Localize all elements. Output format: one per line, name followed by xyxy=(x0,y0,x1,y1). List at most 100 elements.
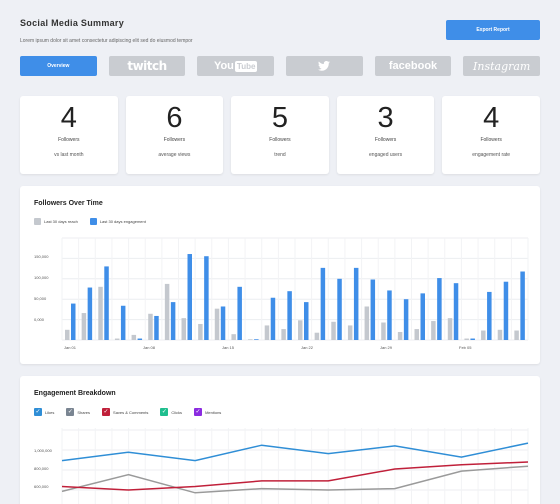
y-tick-label: 50,000 xyxy=(34,296,47,301)
bar[interactable] xyxy=(220,306,226,340)
legend-swatch xyxy=(34,218,41,225)
youtube-logo-text: You xyxy=(213,60,234,72)
legend-item[interactable]: Last 30 days engagement xyxy=(89,218,146,225)
bar[interactable] xyxy=(420,293,426,340)
tab-twitch[interactable]: twitch xyxy=(108,56,186,76)
bar[interactable] xyxy=(287,291,292,340)
line-series[interactable] xyxy=(61,461,529,491)
line-chart-legend: ✓ Likes ✓ Shares ✓ Saves & Comments ✓ Clicks… xyxy=(34,408,221,416)
bar[interactable] xyxy=(114,338,120,340)
stat-card: 6 Followers average views xyxy=(125,96,224,174)
legend-label: Shares xyxy=(77,409,91,415)
legend-label: Last 30 days engagement xyxy=(99,219,146,224)
legend-item[interactable]: ✓ Saves & Comments xyxy=(102,408,148,416)
bar[interactable] xyxy=(497,329,503,340)
bar[interactable] xyxy=(154,315,159,340)
bar[interactable] xyxy=(397,331,403,340)
tab-youtube[interactable]: You Tube xyxy=(197,56,275,76)
bar[interactable] xyxy=(437,278,442,340)
bar[interactable] xyxy=(520,271,525,340)
bar[interactable] xyxy=(387,290,392,340)
tab-facebook[interactable]: facebook xyxy=(374,56,452,76)
tab-twitter[interactable] xyxy=(286,56,363,76)
stat-label: Followers xyxy=(480,137,502,143)
bar[interactable] xyxy=(487,291,492,340)
bar[interactable] xyxy=(298,320,303,340)
x-tick-label: Jan 01 xyxy=(64,345,77,350)
bar[interactable] xyxy=(170,302,176,340)
bar[interactable] xyxy=(470,338,475,340)
y-tick-label: 600,000 xyxy=(34,484,49,489)
stat-sub: engaged users xyxy=(369,152,403,158)
bar[interactable] xyxy=(181,318,187,340)
bar[interactable] xyxy=(370,279,376,340)
bar[interactable] xyxy=(204,256,209,340)
bar[interactable] xyxy=(131,334,137,340)
bar[interactable] xyxy=(164,283,170,340)
bar[interactable] xyxy=(248,339,253,340)
y-tick-label: 1,000,000 xyxy=(34,448,53,453)
bar[interactable] xyxy=(71,303,76,340)
bar[interactable] xyxy=(481,330,486,340)
bar[interactable] xyxy=(98,286,103,340)
x-tick-label: Jan 29 xyxy=(380,345,393,350)
legend-label: Likes xyxy=(45,409,55,415)
bar[interactable] xyxy=(403,299,409,340)
bar[interactable] xyxy=(381,322,386,340)
page-title: Social Media Summary xyxy=(20,18,125,28)
legend-item[interactable]: ✓ Clicks xyxy=(160,408,182,416)
stat-sub: vs last month xyxy=(54,152,84,158)
bar-chart-legend: Last 30 days reach Last 30 days engageme… xyxy=(34,218,146,225)
bar[interactable] xyxy=(453,283,459,340)
bar[interactable] xyxy=(187,254,193,340)
tab-instagram[interactable]: Instagram xyxy=(463,56,541,76)
bar[interactable] xyxy=(237,286,242,340)
stat-sub: engagement rate xyxy=(472,152,511,158)
bar[interactable] xyxy=(87,287,93,340)
bar[interactable] xyxy=(447,318,453,340)
stat-sub: trend xyxy=(274,152,286,158)
bar[interactable] xyxy=(270,297,276,340)
bar[interactable] xyxy=(81,313,87,340)
line-series[interactable] xyxy=(61,442,529,462)
bar[interactable] xyxy=(331,321,336,340)
bar[interactable] xyxy=(353,267,359,340)
stat-value: 6 xyxy=(166,102,183,134)
bar[interactable] xyxy=(148,313,153,340)
bar[interactable] xyxy=(503,281,509,340)
bar[interactable] xyxy=(198,323,203,340)
bar[interactable] xyxy=(320,267,326,340)
checkbox-icon: ✓ xyxy=(102,408,111,416)
checkbox-icon: ✓ xyxy=(160,408,169,416)
legend-item[interactable]: Last 30 days reach xyxy=(34,218,78,225)
bar[interactable] xyxy=(431,321,436,340)
bar[interactable] xyxy=(120,305,126,340)
bar[interactable] xyxy=(214,308,220,340)
legend-item[interactable]: ✓ Likes xyxy=(34,408,54,416)
legend-item[interactable]: ✓ Shares xyxy=(66,408,90,416)
bar[interactable] xyxy=(304,302,309,340)
bar[interactable] xyxy=(514,330,519,340)
bar[interactable] xyxy=(347,325,353,340)
checkbox-icon: ✓ xyxy=(66,408,75,416)
bar[interactable] xyxy=(254,339,259,340)
bar[interactable] xyxy=(264,325,270,340)
bar[interactable] xyxy=(104,266,109,340)
tab-overview[interactable]: Overview xyxy=(20,56,97,76)
line-series[interactable] xyxy=(61,465,529,494)
engagement-chart-panel: Engagement Breakdown ✓ Likes ✓ Shares ✓ Sav… xyxy=(20,376,540,504)
bar[interactable] xyxy=(414,329,420,340)
bar[interactable] xyxy=(65,329,70,340)
bar[interactable] xyxy=(464,338,469,340)
bar[interactable] xyxy=(314,332,320,340)
bar[interactable] xyxy=(364,306,370,340)
bar[interactable] xyxy=(281,329,286,340)
bar[interactable] xyxy=(231,334,236,340)
bar[interactable] xyxy=(137,338,143,340)
x-tick-label: Jan 08 xyxy=(143,345,156,350)
legend-item[interactable]: ✓ Mentions xyxy=(194,408,221,416)
bar[interactable] xyxy=(337,278,342,340)
stat-sub: average views xyxy=(158,152,191,158)
y-tick-label: 0,000 xyxy=(34,317,45,322)
export-report-button[interactable]: Export Report xyxy=(446,20,540,40)
